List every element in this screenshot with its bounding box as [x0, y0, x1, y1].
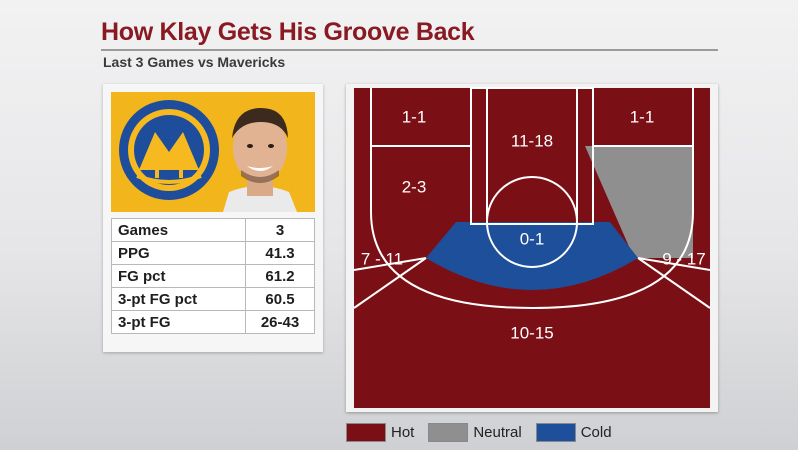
legend-item-hot: Hot: [346, 422, 415, 442]
shot-chart-panel: 1-1 2-3 11-18 0-1 1-1 7 - 11 9 - 17 10-15: [346, 84, 718, 412]
chart-title: How Klay Gets His Groove Back: [101, 18, 475, 46]
player-headshot: [223, 108, 297, 212]
stat-value: 60.5: [245, 287, 315, 311]
zone-label-right-wing-3: 9 - 17: [662, 249, 705, 268]
zone-right-midrange: [585, 146, 693, 258]
stat-label: 3-pt FG pct: [111, 287, 246, 311]
player-stats-table: Games 3 PPG 41.3 FG pct 61.2 3-pt FG pct 60.5 3-…: [111, 218, 315, 334]
stat-label: 3-pt FG: [111, 310, 246, 334]
legend-label: Cold: [580, 423, 612, 441]
chart-legend: Hot Neutral Cold: [346, 421, 626, 443]
zone-label-right-corner-3: 1-1: [630, 107, 655, 126]
chart-subtitle: Last 3 Games vs Mavericks: [103, 54, 286, 70]
legend-label: Neutral: [473, 423, 522, 441]
stat-value: 3: [245, 218, 315, 242]
stats-row: PPG 41.3: [111, 241, 315, 265]
legend-swatch: [428, 422, 469, 442]
zone-label-paint: 11-18: [511, 131, 553, 150]
title-divider: [101, 49, 718, 51]
zone-label-left-elbow-midrange: 2-3: [402, 177, 427, 196]
stats-row: 3-pt FG pct 60.5: [111, 287, 315, 311]
player-card: Games 3 PPG 41.3 FG pct 61.2 3-pt FG pct 60.5 3-…: [103, 84, 323, 352]
stats-row: FG pct 61.2: [111, 264, 315, 288]
zone-restricted-area: [426, 222, 638, 290]
zone-label-left-wing-3: 7 - 11: [361, 249, 403, 268]
legend-swatch: [346, 422, 386, 442]
legend-swatch: [535, 422, 576, 442]
legend-item-cold: Cold: [535, 422, 612, 442]
stat-label: FG pct: [111, 264, 246, 288]
zone-label-top-of-key-3: 10-15: [510, 323, 553, 342]
legend-label: Hot: [391, 423, 415, 441]
player-photo: [111, 92, 315, 212]
stat-value: 61.2: [245, 264, 315, 288]
zone-label-left-corner-3: 1-1: [402, 107, 427, 126]
court-lines: [353, 87, 711, 310]
shot-chart: 1-1 2-3 11-18 0-1 1-1 7 - 11 9 - 17 10-15: [353, 87, 711, 408]
stat-label: Games: [111, 218, 246, 242]
stats-row: 3-pt FG 26-43: [111, 310, 315, 334]
zone-label-restricted-area: 0-1: [520, 229, 545, 248]
stat-label: PPG: [111, 241, 246, 265]
team-logo-icon: [119, 100, 219, 200]
stats-row: Games 3: [111, 218, 315, 242]
legend-item-neutral: Neutral: [428, 422, 522, 442]
stat-value: 26-43: [245, 310, 315, 334]
stat-value: 41.3: [245, 241, 315, 265]
